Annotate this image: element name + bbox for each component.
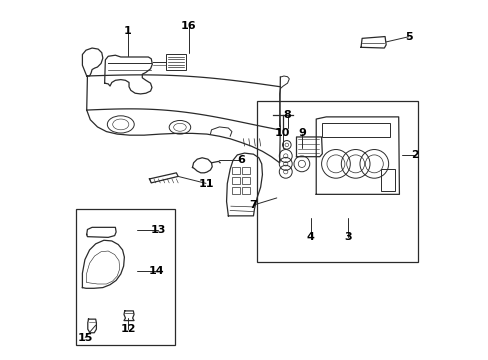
Text: 2: 2: [410, 150, 418, 160]
Bar: [242, 177, 249, 184]
Text: 11: 11: [199, 179, 214, 189]
Text: 5: 5: [405, 32, 412, 41]
Bar: [231, 177, 239, 184]
Text: 4: 4: [306, 232, 314, 242]
Text: 16: 16: [181, 21, 196, 31]
Text: 12: 12: [120, 324, 136, 334]
Bar: [231, 187, 239, 194]
Text: 13: 13: [150, 225, 166, 235]
Bar: [321, 123, 389, 137]
Bar: [166, 54, 186, 69]
Text: 8: 8: [283, 111, 291, 121]
Text: 10: 10: [275, 129, 290, 138]
Bar: [242, 167, 249, 174]
Text: 6: 6: [237, 155, 244, 165]
Bar: [231, 167, 239, 174]
Bar: [380, 169, 394, 191]
Bar: [242, 187, 249, 194]
Bar: [257, 101, 418, 262]
Text: 14: 14: [148, 266, 164, 276]
Text: 7: 7: [249, 200, 257, 210]
Text: 15: 15: [77, 333, 92, 343]
Text: 9: 9: [297, 129, 305, 138]
Text: 3: 3: [344, 232, 351, 242]
Text: 1: 1: [124, 26, 132, 36]
Bar: [76, 209, 174, 345]
